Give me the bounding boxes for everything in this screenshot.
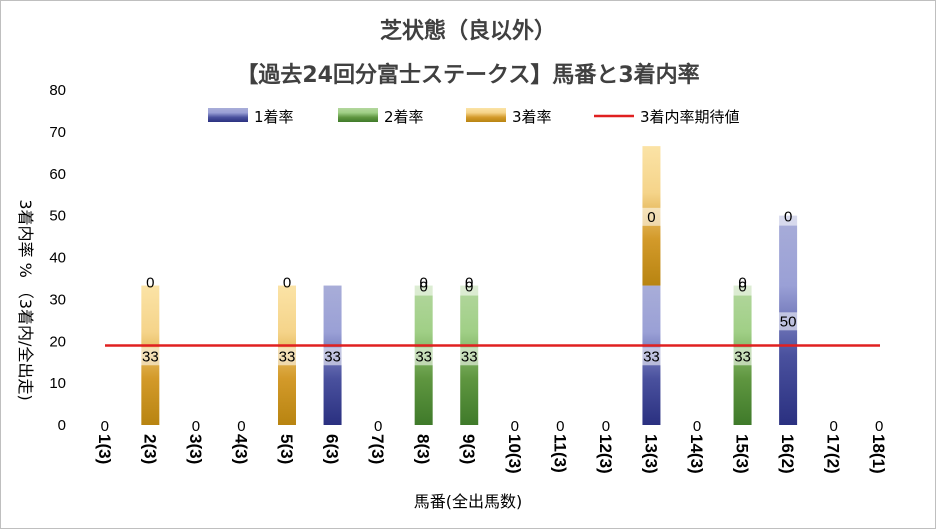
data-label-bg <box>685 417 709 435</box>
data-label: 0 <box>374 418 382 435</box>
data-label-bg <box>639 347 664 366</box>
x-tick-label: 4(3) <box>231 434 250 464</box>
data-label: 0 <box>556 418 564 435</box>
x-tick-label: 6(3) <box>323 434 342 464</box>
data-label-bg <box>593 417 618 435</box>
data-label-bg <box>229 417 254 435</box>
data-label: 33 <box>461 348 478 365</box>
data-label-bg <box>138 347 163 366</box>
legend-label-series-1: 1着率 <box>254 108 294 126</box>
x-tick-label: 10(3) <box>505 434 524 474</box>
y-tick-label: 30 <box>49 291 66 308</box>
data-label: 0 <box>693 418 701 435</box>
chart-subtitle: 【過去24回分富士ステークス】馬番と3着内率 <box>236 62 699 88</box>
data-label-top: 0 <box>738 275 746 292</box>
data-label: 33 <box>415 348 432 365</box>
data-label-bg <box>867 417 892 435</box>
data-label: 0 <box>647 209 655 226</box>
data-label-bg <box>366 417 391 435</box>
data-label: 0 <box>192 418 200 435</box>
x-tick-label: 12(3) <box>596 434 615 474</box>
data-label-bg <box>457 277 482 296</box>
data-label: 0 <box>511 418 519 435</box>
data-label: 0 <box>237 418 245 435</box>
data-label-bg <box>411 277 436 296</box>
x-tick-label: 1(3) <box>95 434 114 464</box>
y-tick-label: 40 <box>49 250 66 267</box>
y-tick-label: 20 <box>49 333 66 350</box>
data-label-bg <box>457 347 482 366</box>
y-tick-label: 80 <box>49 82 66 99</box>
data-label-bg <box>320 347 345 366</box>
data-label-top: 0 <box>419 275 427 292</box>
y-tick-label: 50 <box>49 208 66 225</box>
legend-label-series-3: 3着率 <box>512 108 552 126</box>
data-label: 0 <box>419 279 427 296</box>
x-tick-label: 8(3) <box>414 434 433 464</box>
x-tick-label: 17(2) <box>824 434 843 474</box>
x-tick-label: 2(3) <box>140 434 159 464</box>
y-axis-ticks: 0 10 20 30 40 50 60 70 80 <box>49 82 66 434</box>
data-label-top: 0 <box>465 275 473 292</box>
data-label-top: 0 <box>283 275 291 292</box>
data-label: 0 <box>784 209 792 226</box>
data-label-bg <box>776 207 801 226</box>
legend-label-reference-line: 3着内率期待値 <box>640 108 740 126</box>
x-tick-label: 18(1) <box>869 434 888 474</box>
data-label-bg <box>548 417 573 435</box>
data-label-top: 0 <box>146 275 154 292</box>
data-label-bg <box>821 417 846 435</box>
x-tick-label: 11(3) <box>550 434 569 473</box>
data-label: 33 <box>279 348 296 365</box>
data-label: 33 <box>734 348 751 365</box>
data-label-bg <box>639 207 664 226</box>
data-label-bg <box>92 417 117 435</box>
data-label: 0 <box>602 418 610 435</box>
data-label: 50 <box>780 313 797 330</box>
legend-label-series-2: 2着率 <box>384 108 424 126</box>
x-tick-label: 7(3) <box>368 434 387 464</box>
y-tick-label: 0 <box>58 417 66 434</box>
x-tick-label: 15(3) <box>733 434 752 474</box>
x-tick-label: 9(3) <box>459 434 478 464</box>
data-label: 33 <box>324 348 341 365</box>
data-label-bg <box>776 312 801 331</box>
data-label-bg <box>183 417 208 435</box>
data-label: 0 <box>738 279 746 296</box>
data-label: 0 <box>875 418 883 435</box>
legend-swatch-series-2 <box>338 108 378 122</box>
data-label: 33 <box>643 348 660 365</box>
legend-swatch-series-1 <box>208 108 248 122</box>
data-label-bg <box>730 347 755 366</box>
data-label-bg <box>502 417 527 435</box>
y-tick-label: 60 <box>49 166 66 183</box>
data-label-bg <box>275 347 299 366</box>
data-label: 33 <box>142 348 159 365</box>
legend-swatch-series-3 <box>466 108 506 122</box>
x-tick-label: 16(2) <box>778 434 797 474</box>
legend: 1着率 2着率 3着率 3着内率期待値 <box>208 108 740 126</box>
data-label: 0 <box>101 418 109 435</box>
x-tick-label: 14(3) <box>687 434 706 474</box>
x-tick-label: 3(3) <box>186 434 205 464</box>
y-tick-label: 10 <box>49 375 66 392</box>
x-axis-label: 馬番(全出馬数) <box>414 492 523 511</box>
data-label-bg <box>730 277 755 296</box>
y-tick-label: 70 <box>49 124 66 141</box>
data-label: 0 <box>465 279 473 296</box>
data-label-bg <box>411 347 436 366</box>
x-tick-label: 5(3) <box>277 434 296 464</box>
y-axis-label: 3着内率 % （3着内/全出走) <box>16 199 35 400</box>
x-tick-label: 13(3) <box>641 434 660 474</box>
data-label: 0 <box>829 418 837 435</box>
chart-title: 芝状態（良以外） <box>380 18 556 44</box>
x-axis-ticks: 1(3) 2(3) 3(3) 4(3) 5(3) 6(3) 7(3) 8(3) 9(3) 10(3… <box>95 434 888 474</box>
